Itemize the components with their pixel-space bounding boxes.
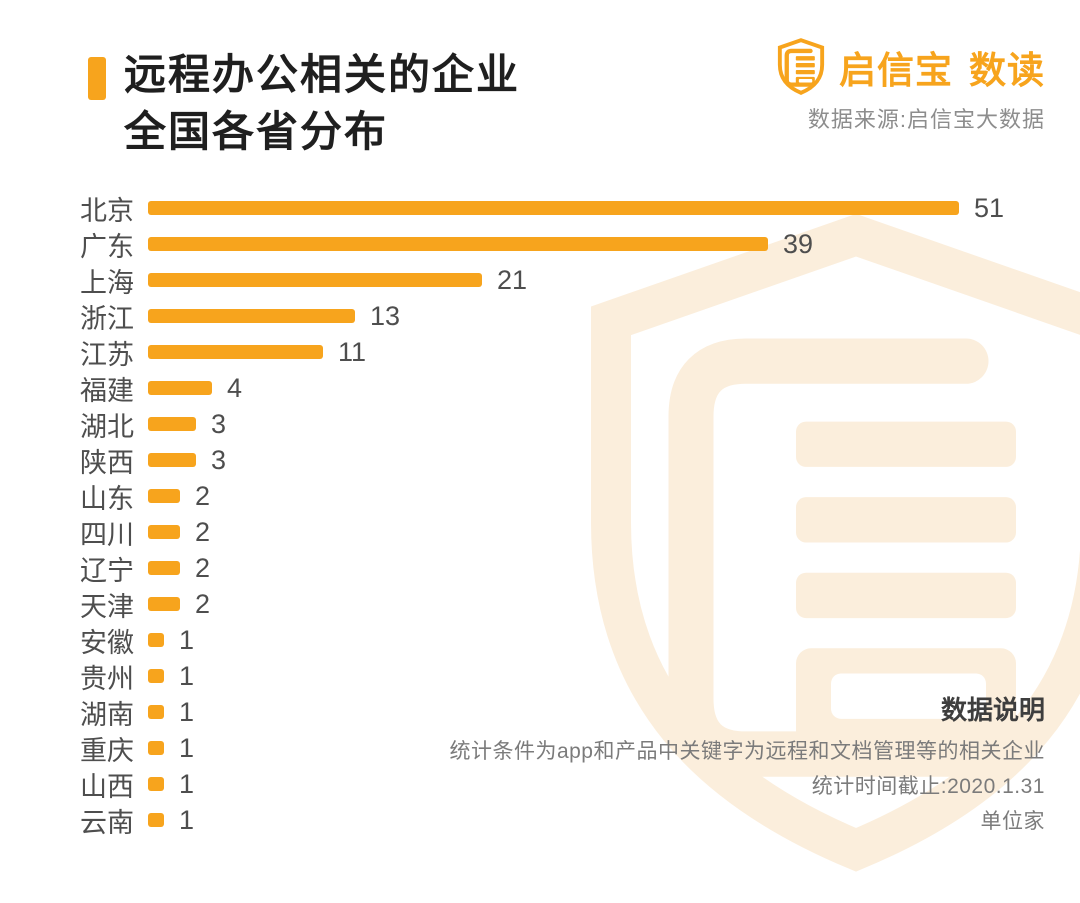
chart-row: 安徽 1 bbox=[80, 622, 1004, 658]
value-label: 2 bbox=[195, 516, 211, 547]
province-bar bbox=[148, 669, 164, 683]
province-bar bbox=[148, 453, 196, 467]
value-label: 51 bbox=[974, 192, 1005, 223]
province-bar bbox=[148, 237, 768, 251]
province-bar bbox=[148, 813, 164, 827]
province-label: 广东 bbox=[80, 231, 134, 262]
value-label: 1 bbox=[179, 660, 195, 691]
province-bar bbox=[148, 561, 180, 575]
chart-row: 湖北 3 bbox=[80, 406, 1004, 442]
bar-chart: 北京 51 广东 39 上海 21 浙江 13 江苏 11 福建 4 湖北 3 陕西 3 山东 2 四川 2 辽宁 2 天津… bbox=[80, 190, 1004, 838]
chart-row: 天津 2 bbox=[80, 586, 1004, 622]
province-bar bbox=[148, 633, 164, 647]
chart-row: 陕西 3 bbox=[80, 442, 1004, 478]
brand-suffix: 数读 bbox=[969, 49, 1045, 91]
province-label: 山东 bbox=[80, 483, 134, 514]
province-label: 重庆 bbox=[80, 735, 134, 766]
province-label: 湖南 bbox=[80, 699, 134, 730]
chart-row: 湖南 1 bbox=[80, 694, 1004, 730]
province-bar bbox=[148, 273, 482, 287]
province-label: 福建 bbox=[80, 375, 134, 406]
footer-heading: 数据说明 bbox=[940, 695, 1045, 725]
value-label: 21 bbox=[497, 264, 528, 295]
page-title-line1: 远程办公相关的企业 bbox=[124, 51, 521, 98]
province-bar bbox=[148, 777, 164, 791]
province-label: 湖北 bbox=[80, 411, 134, 442]
chart-row: 辽宁 2 bbox=[80, 550, 1004, 586]
value-label: 3 bbox=[211, 408, 227, 439]
chart-row: 云南 1 bbox=[80, 802, 1004, 838]
brand-row: 启信宝 数读 bbox=[775, 38, 1045, 95]
watermark-shield-icon bbox=[591, 213, 1080, 872]
value-label: 4 bbox=[227, 372, 243, 403]
province-bar bbox=[148, 417, 196, 431]
value-label: 1 bbox=[179, 804, 195, 835]
province-bar bbox=[148, 489, 180, 503]
chart-row: 福建 4 bbox=[80, 370, 1004, 406]
value-label: 1 bbox=[179, 624, 195, 655]
province-label: 上海 bbox=[80, 267, 134, 298]
page-title-line2: 全国各省分布 bbox=[124, 108, 389, 155]
value-label: 1 bbox=[179, 696, 195, 727]
province-label: 山西 bbox=[80, 771, 134, 802]
data-source-label: 数据来源:启信宝大数据 bbox=[807, 107, 1045, 132]
value-label: 11 bbox=[338, 336, 367, 367]
footer-note: 数据说明 统计条件为app和产品中关键字为远程和文档管理等的相关企业 统计时间截… bbox=[449, 694, 1045, 839]
province-bar bbox=[148, 201, 959, 215]
province-label: 四川 bbox=[80, 519, 134, 550]
brand-logo-icon bbox=[777, 38, 825, 95]
footer-condition: 统计条件为app和产品中关键字为远程和文档管理等的相关企业 bbox=[449, 740, 1045, 763]
chart-row: 山西 1 bbox=[80, 766, 1004, 802]
province-bar bbox=[148, 381, 212, 395]
value-label: 1 bbox=[179, 768, 195, 799]
chart-row: 江苏 11 bbox=[80, 334, 1004, 370]
value-label: 39 bbox=[783, 228, 814, 259]
chart-row: 四川 2 bbox=[80, 514, 1004, 550]
province-bar bbox=[148, 345, 323, 359]
province-label: 天津 bbox=[80, 591, 134, 622]
value-label: 2 bbox=[195, 480, 211, 511]
province-bar bbox=[148, 525, 180, 539]
chart-row: 重庆 1 bbox=[80, 730, 1004, 766]
province-label: 浙江 bbox=[80, 303, 134, 334]
chart-row: 上海 21 bbox=[80, 262, 1004, 298]
value-label: 13 bbox=[370, 300, 401, 331]
brand-block: 启信宝 数读 数据来源:启信宝大数据 bbox=[775, 38, 1045, 134]
chart-row: 浙江 13 bbox=[80, 298, 1004, 334]
province-bar bbox=[148, 309, 355, 323]
value-label: 2 bbox=[195, 588, 211, 619]
chart-row: 山东 2 bbox=[80, 478, 1004, 514]
chart-row: 广东 39 bbox=[80, 226, 1004, 262]
value-label: 2 bbox=[195, 552, 211, 583]
province-label: 辽宁 bbox=[80, 555, 134, 586]
province-label: 江苏 bbox=[80, 339, 134, 370]
province-label: 安徽 bbox=[80, 627, 134, 658]
province-label: 陕西 bbox=[80, 447, 134, 478]
chart-row: 北京 51 bbox=[80, 190, 1004, 226]
province-label: 贵州 bbox=[80, 663, 134, 694]
title-accent-marker bbox=[88, 57, 106, 100]
province-bar bbox=[148, 597, 180, 611]
province-label: 云南 bbox=[80, 807, 134, 838]
province-bar bbox=[148, 741, 164, 755]
page-title: 远程办公相关的企业 全国各省分布 bbox=[124, 46, 520, 160]
footer-cutoff: 统计时间截止:2020.1.31 bbox=[811, 775, 1045, 798]
brand-name: 启信宝 bbox=[839, 49, 953, 91]
value-label: 1 bbox=[179, 732, 195, 763]
value-label: 3 bbox=[211, 444, 227, 475]
province-bar bbox=[148, 705, 164, 719]
chart-row: 贵州 1 bbox=[80, 658, 1004, 694]
province-label: 北京 bbox=[80, 195, 134, 226]
footer-unit: 单位家 bbox=[980, 810, 1045, 833]
